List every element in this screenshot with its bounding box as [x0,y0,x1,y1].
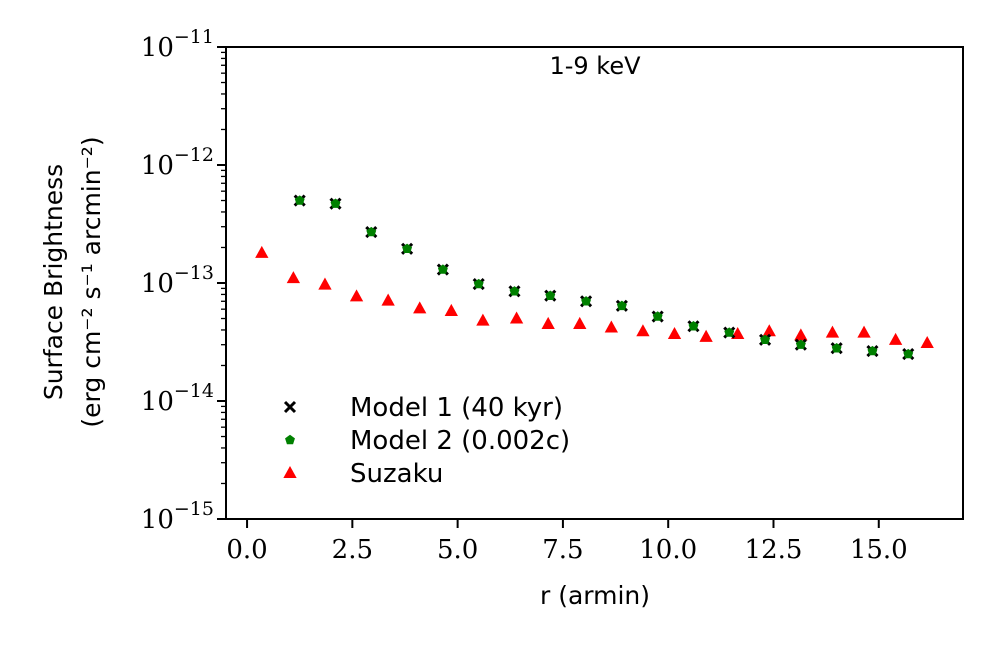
triangle-point [381,293,395,306]
pentagon-point [545,290,556,300]
series-pentagon [294,195,914,359]
legend-marker [283,466,297,479]
pentagon-point [795,339,806,349]
triangle-point [888,332,903,345]
triangle-point [476,313,490,326]
y-axis-label: Surface Brightness [39,164,68,400]
triangle-point [541,316,555,329]
pentagon-point [688,321,699,331]
y-axis-label-units: (erg cm⁻² s⁻¹ arcmin⁻²) [77,136,106,427]
triangle-point [794,328,808,341]
triangle-point [349,289,364,302]
x-tick-label: 2.5 [332,535,373,565]
data-points [255,194,934,361]
legend-label: Suzaku [350,459,443,489]
legend-label: Model 2 (0.002c) [350,426,570,456]
y-tick-label: 10−14 [141,380,214,417]
x-tick-label: 15.0 [850,535,908,565]
legend: Model 1 (40 kyr)Model 2 (0.002c)Suzaku [283,393,570,489]
x-tick-label: 10.0 [639,535,697,565]
triangle-point [318,277,332,290]
triangle-point [444,303,458,316]
triangle-point [636,324,650,337]
plot-area [226,47,963,519]
series-triangle [255,245,934,349]
pentagon-point [760,334,771,345]
legend-item: Model 2 (0.002c) [285,426,570,456]
x-tick-label: 12.5 [745,535,803,565]
pentagon-point [867,345,878,356]
pentagon-point [903,348,914,359]
x-axis-label: r (armin) [540,581,650,610]
y-tick-label: 10−12 [141,144,214,181]
chart-title: 1-9 keV [549,52,641,80]
legend-label: Model 1 (40 kyr) [350,393,563,423]
y-tick-label: 10−11 [141,26,214,63]
triangle-point [762,324,776,337]
triangle-point [667,326,682,339]
pentagon-point [509,286,520,296]
pentagon-point [330,198,341,208]
triangle-point [255,245,269,258]
y-axis-label-line1: Surface Brightness [39,164,68,400]
pentagon-point [402,243,413,253]
y-tick-label: 10−13 [141,262,214,299]
pentagon-point [652,311,663,321]
triangle-point [825,325,840,338]
plot-frame [225,46,964,520]
triangle-point [286,271,301,284]
triangle-point [857,325,871,338]
x-tick-label: 7.5 [542,535,583,565]
pentagon-point [366,226,377,237]
pentagon-point [616,300,627,311]
legend-marker [285,434,295,445]
pentagon-point [294,195,305,205]
legend-item: Suzaku [283,459,443,489]
triangle-point [699,329,713,342]
triangle-point [573,316,587,329]
triangle-point [509,311,524,324]
x-tick-label: 5.0 [437,535,478,565]
legend-marker [283,400,297,414]
y-tick-label: 10−15 [141,498,214,535]
y-axis-label-line2: (erg cm⁻² s⁻¹ arcmin⁻²) [77,136,106,427]
pentagon-point [581,296,592,306]
axis-ticks [217,46,880,528]
tick-labels: 0.0 2.5 5.0 7.5 10.0 12.5 15.0 10−15 10−14 10−13 1… [141,26,908,565]
legend-item: Model 1 (40 kyr) [283,393,563,423]
pentagon-point [473,278,484,289]
triangle-point [920,336,934,349]
pentagon-point [437,264,448,274]
pentagon-point [724,327,735,337]
triangle-point [413,301,427,314]
x-tick-label: 0.0 [226,535,267,565]
pentagon-point [831,343,842,353]
triangle-point [604,320,618,333]
